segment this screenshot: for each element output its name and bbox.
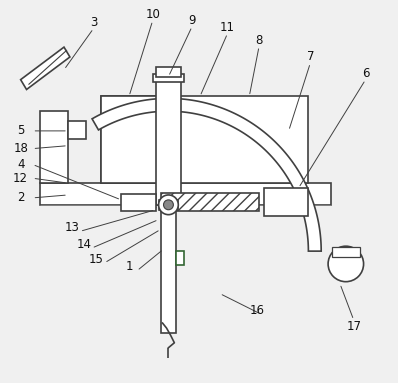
Bar	[160, 193, 259, 211]
Circle shape	[164, 200, 174, 210]
Bar	[332, 247, 360, 257]
Bar	[158, 200, 178, 210]
Bar	[264, 188, 308, 216]
Text: 18: 18	[13, 142, 28, 155]
Text: 9: 9	[188, 14, 196, 27]
Text: 10: 10	[145, 8, 160, 21]
Bar	[101, 97, 160, 183]
Text: 16: 16	[250, 304, 265, 317]
Text: 2: 2	[17, 192, 24, 205]
Text: 5: 5	[17, 124, 24, 137]
Text: 4: 4	[17, 158, 24, 171]
Bar	[121, 194, 156, 211]
Text: 12: 12	[13, 172, 28, 185]
Bar	[156, 67, 181, 77]
Text: 14: 14	[76, 238, 91, 251]
Text: 1: 1	[125, 260, 133, 273]
Circle shape	[328, 246, 364, 282]
Bar	[101, 97, 308, 183]
Bar	[160, 205, 176, 333]
Text: 8: 8	[256, 34, 263, 47]
Bar	[176, 251, 184, 265]
Circle shape	[158, 195, 178, 214]
Text: 7: 7	[306, 51, 314, 64]
Text: 13: 13	[64, 221, 79, 234]
Text: 15: 15	[89, 252, 104, 265]
Bar	[40, 183, 331, 205]
Bar	[40, 111, 68, 183]
Polygon shape	[92, 98, 321, 251]
Text: 17: 17	[346, 319, 361, 332]
Text: 6: 6	[362, 67, 369, 80]
Polygon shape	[21, 47, 70, 90]
Bar	[156, 77, 181, 205]
Bar	[68, 121, 86, 139]
Text: 3: 3	[90, 16, 97, 29]
Text: 11: 11	[220, 21, 235, 34]
Bar	[153, 74, 184, 82]
